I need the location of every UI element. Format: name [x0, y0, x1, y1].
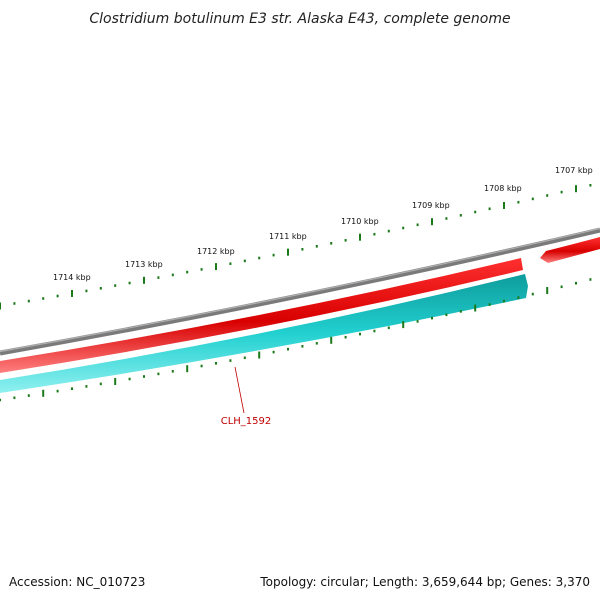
genome-summary-text: Topology: circular; Length: 3,659,644 bp…: [259, 575, 590, 589]
kbp-label-1712: 1712 kbp: [197, 247, 235, 256]
kbp-label-1713: 1713 kbp: [125, 260, 163, 269]
genome-backbone-highlight: [0, 227, 600, 353]
outer-tick-ring: [0, 184, 592, 310]
kbp-label-1709: 1709 kbp: [412, 201, 450, 210]
genome-backbone: [0, 227, 600, 356]
inner-tick-ring: [0, 278, 592, 402]
accession-text: Accession: NC_010723: [9, 575, 145, 589]
kbp-label-group: 1714 kbp 1713 kbp 1712 kbp 1711 kbp 1710…: [53, 166, 593, 282]
kbp-label-1708: 1708 kbp: [484, 184, 522, 193]
gene-label-clh-1592: CLH_1592: [221, 416, 272, 427]
kbp-label-1714: 1714 kbp: [53, 273, 91, 282]
forward-gene-clh-1592[interactable]: [0, 258, 523, 373]
kbp-label-1707: 1707 kbp: [555, 166, 593, 175]
kbp-label-1710: 1710 kbp: [341, 217, 379, 226]
reverse-gene[interactable]: [0, 274, 528, 393]
forward-gene-right[interactable]: [540, 237, 600, 263]
kbp-label-1711: 1711 kbp: [269, 232, 307, 241]
gene-label-leader: [234, 366, 245, 414]
map-title: Clostridium botulinum E3 str. Alaska E43…: [89, 11, 510, 27]
